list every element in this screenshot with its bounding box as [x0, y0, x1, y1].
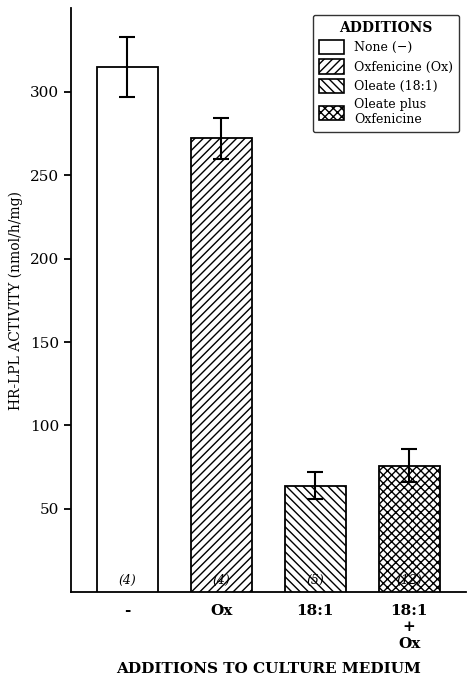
Text: (5): (5) [306, 575, 324, 588]
Bar [285, 486, 346, 592]
Text: (4): (4) [212, 575, 230, 588]
Text: (4): (4) [118, 575, 136, 588]
Bar [379, 466, 440, 592]
Bar [191, 138, 252, 592]
Bar [97, 67, 158, 592]
Y-axis label: HR-LPL ACTIVITY (nmol/h/mg): HR-LPL ACTIVITY (nmol/h/mg) [9, 191, 23, 410]
Legend: None (−), Oxfenicine (Ox), Oleate (18:1), Oleate plus
Oxfenicine: None (−), Oxfenicine (Ox), Oleate (18:1)… [313, 14, 459, 133]
Text: (12): (12) [396, 575, 422, 588]
X-axis label: ADDITIONS TO CULTURE MEDIUM: ADDITIONS TO CULTURE MEDIUM [116, 661, 420, 676]
